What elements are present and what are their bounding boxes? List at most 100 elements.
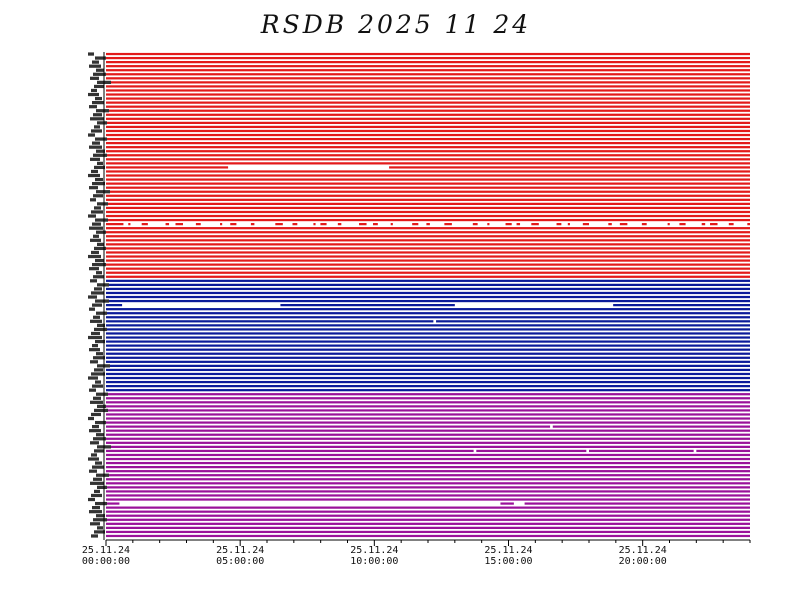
data-row <box>106 380 750 384</box>
data-row <box>106 97 750 100</box>
data-row <box>106 441 750 444</box>
data-row <box>106 146 750 149</box>
data-row <box>106 466 750 469</box>
data-row <box>106 154 750 157</box>
data-row <box>106 348 750 351</box>
station-label-mark <box>97 283 109 287</box>
station-label-mark <box>97 526 103 530</box>
station-label-mark <box>93 396 101 400</box>
data-row <box>106 235 750 238</box>
x-tick-label-time: 00:00:00 <box>82 556 130 567</box>
station-label-mark <box>89 267 99 271</box>
station-label-mark <box>94 125 100 129</box>
station-label-mark <box>89 145 102 149</box>
data-row <box>106 352 750 355</box>
station-label-mark <box>90 360 98 364</box>
station-label-mark <box>91 210 103 214</box>
data-row <box>106 275 750 278</box>
station-label-mark <box>96 190 110 194</box>
station-label-mark <box>89 348 100 352</box>
data-gap <box>473 449 477 453</box>
station-label-mark <box>91 372 105 376</box>
chart-title: RSDB 2025 11 24 <box>260 10 532 39</box>
station-label-mark <box>91 453 97 457</box>
data-row <box>106 61 750 64</box>
data-row <box>106 56 750 60</box>
x-tick-label-date: 25.11.24 <box>350 545 398 556</box>
data-gap <box>586 449 589 453</box>
data-row <box>106 129 750 133</box>
data-gap <box>477 222 488 226</box>
station-label-mark <box>90 76 99 80</box>
data-row <box>106 409 750 412</box>
data-gap <box>511 222 517 226</box>
data-row <box>106 174 750 177</box>
data-row <box>106 77 750 80</box>
station-label-mark <box>95 420 106 425</box>
station-label-mark <box>94 489 100 494</box>
station-label-mark <box>92 141 100 145</box>
station-label-mark <box>93 477 102 481</box>
data-row <box>106 125 750 129</box>
data-gap <box>282 222 293 226</box>
station-label-mark <box>91 412 101 417</box>
station-label-mark <box>89 226 103 230</box>
station-label-mark <box>93 275 104 279</box>
station-label-mark <box>90 522 100 526</box>
station-label-mark <box>93 234 99 238</box>
data-row <box>106 413 750 416</box>
station-label-mark <box>89 388 96 392</box>
data-row <box>106 474 750 477</box>
station-label-mark <box>94 84 104 89</box>
data-rows <box>106 52 750 538</box>
data-row <box>106 166 750 169</box>
station-label-mark <box>96 392 108 396</box>
station-label-mark <box>88 92 99 97</box>
data-gap <box>119 501 501 506</box>
station-label-mark <box>90 117 104 121</box>
data-gap <box>611 222 620 226</box>
data-row <box>106 397 750 400</box>
x-tick-label-time: 15:00:00 <box>484 556 532 567</box>
station-label-mark <box>97 404 106 408</box>
data-row <box>106 299 750 303</box>
data-row <box>106 376 750 380</box>
data-row <box>106 405 750 408</box>
station-label-mark <box>91 88 97 93</box>
station-label-mark <box>95 501 107 506</box>
station-label-mark <box>91 493 102 498</box>
station-label-mark <box>95 137 107 141</box>
station-label-mark <box>89 429 101 433</box>
data-row <box>106 251 750 254</box>
x-tick-label-date: 25.11.24 <box>82 545 130 556</box>
data-row <box>106 89 750 92</box>
data-gap <box>693 449 697 453</box>
data-row <box>106 356 750 359</box>
x-tick-label-date: 25.11.24 <box>484 545 532 556</box>
station-label-mark <box>94 449 104 453</box>
station-label-mark <box>90 157 100 161</box>
data-gap <box>569 222 583 226</box>
data-row <box>106 457 750 461</box>
data-row <box>106 101 750 104</box>
data-row <box>106 490 750 493</box>
data-row <box>106 287 750 291</box>
data-gap <box>646 222 668 226</box>
data-row <box>106 105 750 108</box>
data-row <box>106 182 750 185</box>
data-gap <box>451 222 473 226</box>
data-gap <box>538 222 557 226</box>
data-row <box>106 453 750 457</box>
data-gap <box>520 222 532 226</box>
station-label-mark <box>96 109 109 113</box>
data-gap <box>222 222 231 226</box>
x-tick-label-date: 25.11.24 <box>619 545 667 556</box>
station-label-mark <box>97 121 107 125</box>
data-row <box>106 304 750 307</box>
data-row <box>106 437 750 440</box>
data-gap <box>733 222 748 226</box>
data-row <box>106 291 750 295</box>
data-gap <box>254 222 276 226</box>
data-row <box>106 243 750 246</box>
station-label-mark <box>92 222 101 226</box>
